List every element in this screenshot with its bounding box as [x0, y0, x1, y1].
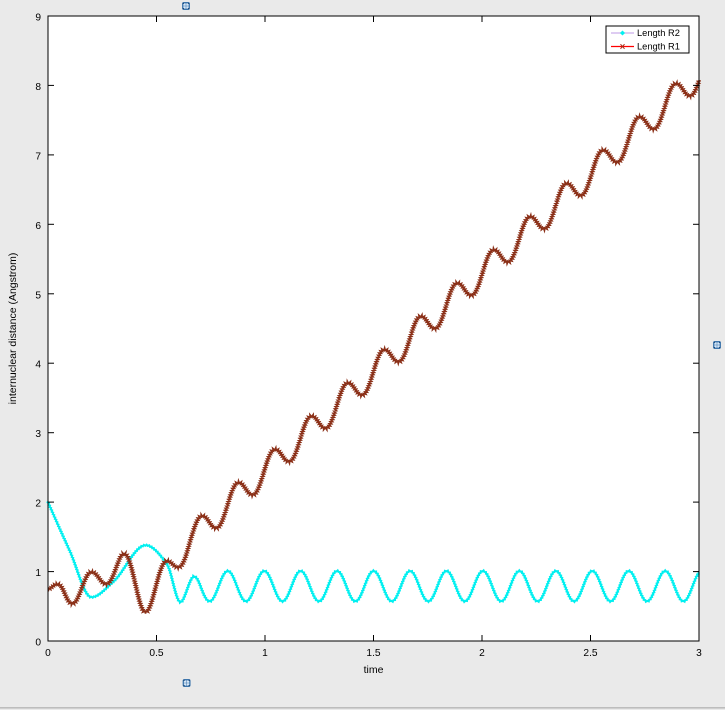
- svg-text:2.5: 2.5: [583, 648, 597, 659]
- svg-text:5: 5: [35, 290, 41, 301]
- svg-text:8: 8: [35, 82, 41, 93]
- svg-text:Length R2: Length R2: [637, 28, 680, 38]
- svg-text:time: time: [364, 664, 384, 676]
- svg-text:1: 1: [262, 648, 268, 659]
- svg-text:0: 0: [45, 648, 51, 659]
- svg-text:1.5: 1.5: [366, 648, 380, 659]
- svg-text:1: 1: [35, 568, 41, 579]
- svg-text:2: 2: [479, 648, 485, 659]
- svg-text:2: 2: [35, 499, 41, 510]
- svg-text:4: 4: [35, 360, 41, 371]
- svg-text:internuclear distance (Angstro: internuclear distance (Angstrom): [7, 253, 19, 405]
- svg-text:Length R1: Length R1: [637, 42, 680, 52]
- svg-text:7: 7: [35, 151, 41, 162]
- svg-text:3: 3: [696, 648, 702, 659]
- svg-text:3: 3: [35, 429, 41, 440]
- svg-text:0: 0: [35, 638, 41, 649]
- svg-text:6: 6: [35, 221, 41, 232]
- svg-text:0.5: 0.5: [149, 648, 163, 659]
- svg-text:9: 9: [35, 13, 41, 24]
